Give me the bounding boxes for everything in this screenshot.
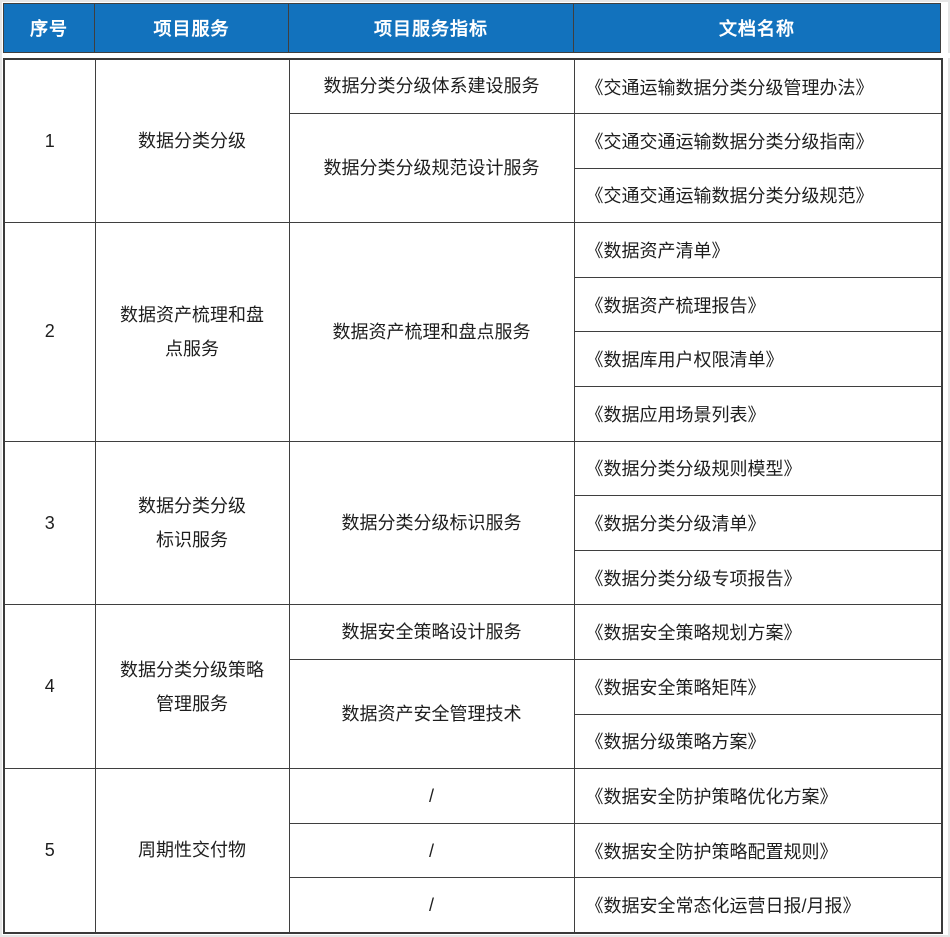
table-row: 2 数据资产梳理和盘 点服务 数据资产梳理和盘点服务 《数据资产清单》	[3, 222, 943, 442]
document-name-cell: 《数据安全防护策略配置规则》	[573, 822, 943, 879]
document-name-cell: 《交通交通运输数据分类分级规范》	[573, 167, 943, 224]
document-name-cell: 《数据资产清单》	[573, 222, 943, 278]
project-service-table: 1 数据分类分级 数据分类分级体系建设服务 《交通运输数据分类分级管理办法》 数据分类分…	[3, 58, 943, 934]
service-name-cell: 数据分类分级	[94, 58, 290, 224]
indicator-name-cell: 数据资产梳理和盘点服务	[288, 222, 575, 442]
header-document-name: 文档名称	[719, 19, 795, 39]
document-name-cell: 《数据安全策略规划方案》	[573, 604, 943, 661]
table-row: 3 数据分类分级 标识服务 数据分类分级标识服务 《数据分类分级规则模型》	[3, 440, 943, 606]
document-name-cell: 《数据分类分级专项报告》	[573, 549, 943, 606]
service-name-cell: 数据分类分级策略 管理服务	[94, 604, 290, 770]
table-row: 5 周期性交付物 / 《数据安全防护策略优化方案》	[3, 768, 943, 933]
indicator-name-cell: 数据分类分级体系建设服务	[288, 58, 575, 115]
header-project-service: 项目服务	[95, 4, 289, 52]
table-row: 《数据资产梳理报告》	[4, 276, 943, 333]
document-name-cell: 《数据分类分级清单》	[573, 495, 943, 551]
table-row: 《数据分类分级专项报告》	[4, 549, 943, 606]
indicator-name-cell: 数据分类分级规范设计服务	[288, 113, 575, 224]
service-name-cell: 数据分类分级 标识服务	[94, 440, 290, 606]
indicator-name-cell: /	[288, 822, 575, 879]
table-row: 4 数据分类分级策略 管理服务 数据安全策略设计服务 《数据安全策略规划方案》	[3, 604, 943, 770]
document-name-cell: 《数据安全策略矩阵》	[573, 659, 943, 715]
document-name-cell: 《数据分类分级规则模型》	[573, 440, 943, 497]
indicator-name-cell: 数据资产安全管理技术	[288, 659, 575, 770]
table-row: / 《数据安全常态化运营日报/月报》	[4, 877, 943, 933]
document-name-cell: 《数据安全常态化运营日报/月报》	[573, 877, 943, 933]
document-name-cell: 《交通交通运输数据分类分级指南》	[573, 113, 943, 169]
service-name-cell: 数据资产梳理和盘 点服务	[94, 222, 290, 442]
document-name-cell: 《数据资产梳理报告》	[573, 276, 943, 333]
table-row: / 《数据安全防护策略配置规则》	[4, 822, 943, 879]
document-name-cell: 《数据应用场景列表》	[573, 386, 943, 442]
document-name-cell: 《数据库用户权限清单》	[573, 331, 943, 388]
table-body: 1 数据分类分级 数据分类分级体系建设服务 《交通运输数据分类分级管理办法》 数据分类分…	[3, 58, 943, 933]
group-number-cell: 3	[3, 440, 96, 606]
indicator-name-cell: /	[288, 877, 575, 933]
document-name-cell: 《交通运输数据分类分级管理办法》	[573, 58, 943, 115]
indicator-name-cell: 数据分类分级标识服务	[288, 440, 575, 606]
group-number-cell: 1	[3, 58, 96, 224]
table-row: 数据资产安全管理技术 《数据安全策略矩阵》	[4, 659, 943, 770]
table-row: 《交通交通运输数据分类分级规范》	[4, 167, 943, 224]
table-header-row: 序号 项目服务 项目服务指标 文档名称	[3, 3, 941, 53]
group-number-cell: 4	[3, 604, 96, 770]
table-row: 1 数据分类分级 数据分类分级体系建设服务 《交通运输数据分类分级管理办法》	[3, 58, 943, 224]
table-row: 《数据应用场景列表》	[4, 386, 943, 442]
header-seq-number: 序号	[4, 4, 95, 52]
table-row: 数据分类分级规范设计服务 《交通交通运输数据分类分级指南》	[4, 113, 943, 224]
group-number-cell: 2	[3, 222, 96, 442]
service-name-cell: 周期性交付物	[94, 768, 290, 933]
table-row: 《数据分级策略方案》	[4, 713, 943, 770]
document-name-cell: 《数据安全防护策略优化方案》	[573, 768, 943, 824]
header-body-gap	[3, 53, 950, 58]
indicator-name-cell: /	[288, 768, 575, 824]
table-row: 《数据库用户权限清单》	[4, 331, 943, 388]
indicator-name-cell: 数据安全策略设计服务	[288, 604, 575, 661]
table-row: 《数据分类分级清单》	[4, 495, 943, 551]
document-name-cell: 《数据分级策略方案》	[573, 713, 943, 770]
header-service-indicator: 项目服务指标	[289, 4, 574, 52]
group-number-cell: 5	[3, 768, 96, 933]
